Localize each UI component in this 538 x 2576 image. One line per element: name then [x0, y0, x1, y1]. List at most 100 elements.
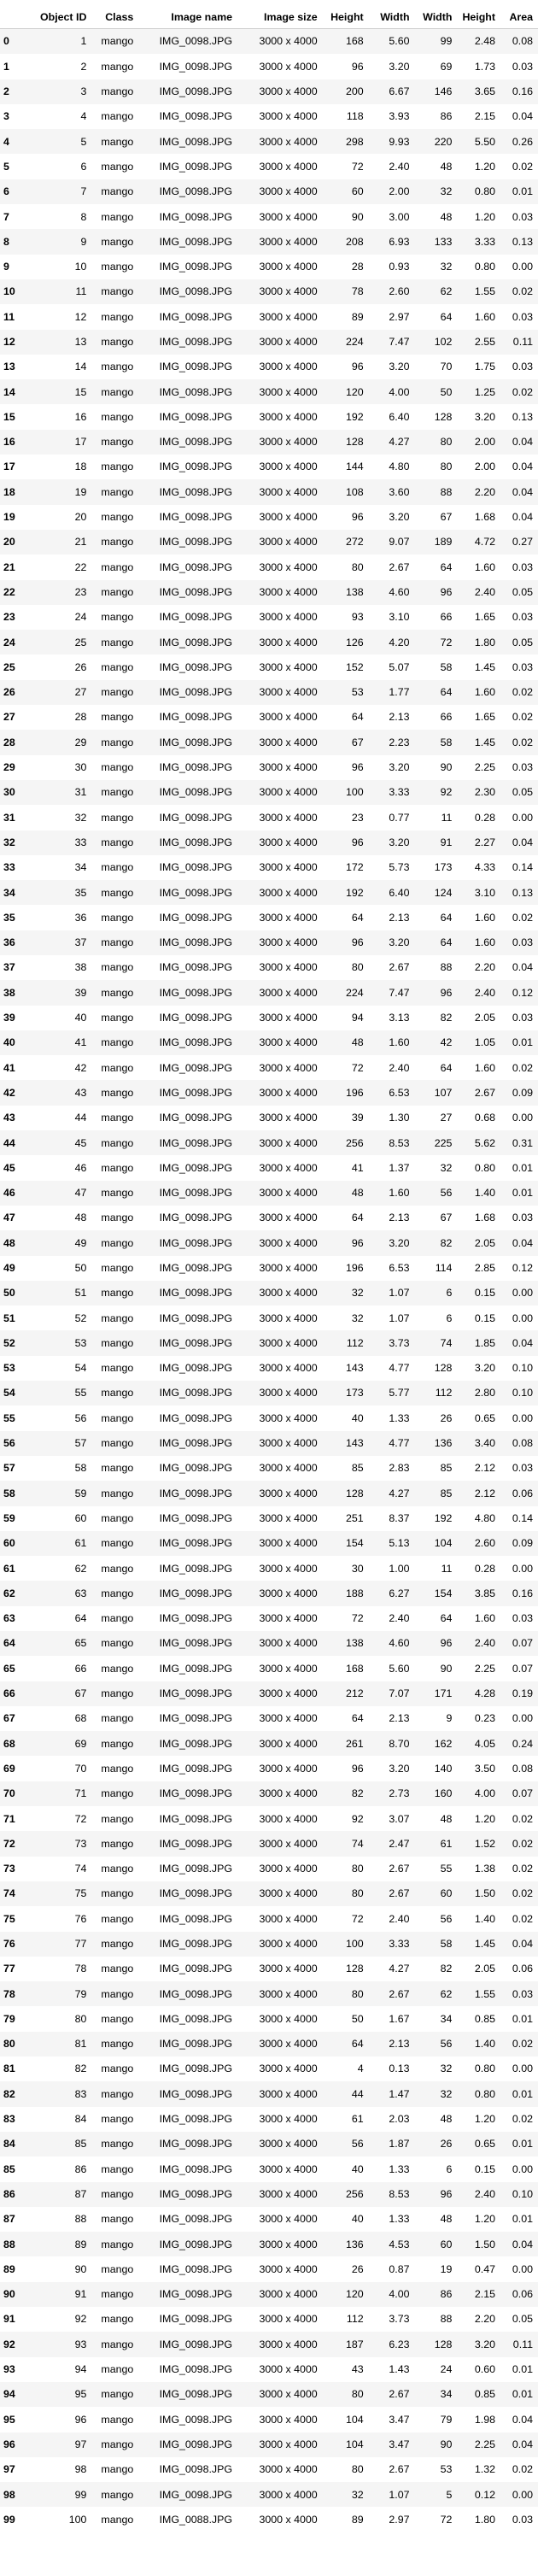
height-value-cell: 8.53: [389, 1136, 410, 1149]
area-cell: 0.03: [512, 2513, 533, 2526]
area-cell: 0.04: [512, 1236, 533, 1249]
width-value-cell: 1.20: [474, 2113, 495, 2126]
image-size-cell: 3000 x 4000: [259, 1987, 318, 2000]
image-size-cell: 3000 x 4000: [259, 2513, 318, 2526]
image-name-cell: IMG_0098.JPG: [159, 1612, 233, 1625]
table-row: 85 86 mango IMG_0098.JPG 3000 x 4000 40 1.33 6 0…: [0, 2156, 538, 2181]
width-value-cell: 1.52: [474, 1837, 495, 1850]
height-px-cell: 89: [351, 2513, 364, 2526]
class-cell: mango: [101, 1362, 134, 1375]
height-px-cell: 100: [345, 786, 364, 799]
height-value-cell: 4.80: [389, 461, 410, 473]
table-row: 39 40 mango IMG_0098.JPG 3000 x 4000 94 3.13 82…: [0, 1006, 538, 1030]
table-row: 99 100 mango IMG_0088.JPG 3000 x 4000 89 2.97 7…: [0, 2507, 538, 2532]
image-size-cell: 3000 x 4000: [259, 1287, 318, 1300]
width-px-cell: 62: [440, 285, 453, 298]
table-row: 90 91 mango IMG_0098.JPG 3000 x 4000 120 4.00 8…: [0, 2281, 538, 2308]
height-px-cell: 44: [351, 2087, 364, 2100]
class-cell: mango: [101, 261, 134, 273]
table-row: 92 93 mango IMG_0098.JPG 3000 x 4000 187 6.23 1…: [0, 2332, 538, 2357]
table-row: 27 28 mango IMG_0098.JPG 3000 x 4000 64 2.13 66…: [0, 705, 538, 730]
image-name-cell: IMG_0098.JPG: [159, 1887, 233, 1900]
class-cell: mango: [101, 2488, 134, 2501]
width-px-cell: 96: [440, 986, 453, 999]
object-id-cell: 5: [80, 135, 87, 148]
table-row: 56 57 mango IMG_0098.JPG 3000 x 4000 143 4.77 1…: [0, 1430, 538, 1456]
class-cell: mango: [101, 1161, 134, 1174]
table-row: 51 52 mango IMG_0098.JPG 3000 x 4000 32 1.07 6 0…: [0, 1306, 538, 1330]
table-row: 33 34 mango IMG_0098.JPG 3000 x 4000 172 5.73 1…: [0, 855, 538, 880]
class-cell: mango: [101, 2187, 134, 2200]
object-id-cell: 51: [74, 1287, 87, 1300]
width-value-cell: 2.00: [474, 436, 495, 449]
index-cell: 90: [3, 2288, 15, 2301]
class-cell: mango: [101, 1112, 134, 1124]
width-px-cell: 114: [435, 1261, 453, 1274]
object-id-cell: 60: [74, 1511, 87, 1524]
object-id-cell: 96: [74, 2413, 87, 2426]
height-value-cell: 6.27: [389, 1587, 410, 1599]
width-px-cell: 104: [434, 1537, 453, 1550]
table-row: 18 19 mango IMG_0098.JPG 3000 x 4000 108 3.60 8…: [0, 479, 538, 505]
image-size-cell: 3000 x 4000: [259, 285, 318, 298]
height-value-cell: 1.60: [389, 1036, 410, 1049]
image-size-cell: 3000 x 4000: [259, 336, 318, 348]
class-cell: mango: [101, 1136, 134, 1149]
area-cell: 0.02: [512, 1837, 533, 1850]
image-name-cell: IMG_0098.JPG: [159, 2138, 233, 2151]
table-row: 44 45 mango IMG_0098.JPG 3000 x 4000 256 8.53 2…: [0, 1130, 538, 1156]
object-id-cell: 63: [74, 1587, 87, 1599]
height-value-cell: 2.67: [389, 2463, 410, 2476]
image-name-cell: IMG_0098.JPG: [159, 1963, 233, 1975]
height-px-cell: 32: [351, 2488, 364, 2501]
table-row: 97 98 mango IMG_0098.JPG 3000 x 4000 80 2.67 53…: [0, 2457, 538, 2482]
width-value-cell: 1.68: [474, 511, 495, 524]
image-name-cell: IMG_0098.JPG: [159, 861, 233, 874]
class-cell: mango: [101, 1036, 134, 1049]
table-row: 73 74 mango IMG_0098.JPG 3000 x 4000 80 2.67 55…: [0, 1857, 538, 1881]
width-value-cell: 2.30: [474, 786, 495, 799]
width-value-cell: 0.68: [474, 1112, 495, 1124]
image-size-cell: 3000 x 4000: [259, 1086, 318, 1099]
object-id-cell: 38: [74, 961, 87, 974]
object-id-cell: 43: [74, 1086, 87, 1099]
class-cell: mango: [101, 560, 134, 573]
area-cell: 0.08: [512, 35, 533, 48]
header-image-name: Image name: [138, 0, 238, 29]
class-cell: mango: [101, 135, 134, 148]
width-px-cell: 82: [440, 1012, 453, 1024]
height-value-cell: 4.77: [389, 1362, 410, 1375]
object-id-cell: 80: [74, 2012, 87, 2025]
table-row: 55 56 mango IMG_0098.JPG 3000 x 4000 40 1.33 26…: [0, 1405, 538, 1430]
index-cell: 17: [3, 461, 15, 473]
class-cell: mango: [101, 60, 134, 73]
index-cell: 26: [3, 686, 15, 699]
width-value-cell: 1.55: [474, 285, 495, 298]
image-size-cell: 3000 x 4000: [259, 1437, 318, 1450]
area-cell: 0.00: [512, 2488, 533, 2501]
height-px-cell: 118: [346, 110, 364, 123]
table-row: 67 68 mango IMG_0098.JPG 3000 x 4000 64 2.13 9 0…: [0, 1706, 538, 1731]
area-cell: 0.02: [512, 2113, 533, 2126]
object-id-cell: 54: [74, 1362, 87, 1375]
index-cell: 95: [3, 2413, 15, 2426]
class-cell: mango: [101, 2363, 134, 2376]
width-px-cell: 66: [440, 611, 453, 624]
width-value-cell: 0.65: [474, 1411, 495, 1424]
image-size-cell: 3000 x 4000: [259, 1462, 318, 1475]
height-px-cell: 96: [351, 1236, 364, 1249]
image-name-cell: IMG_0098.JPG: [159, 911, 233, 924]
width-value-cell: 1.20: [474, 160, 495, 173]
width-value-cell: 1.40: [474, 1912, 495, 1925]
index-cell: 33: [3, 861, 15, 874]
image-name-cell: IMG_0098.JPG: [159, 410, 233, 423]
area-cell: 0.11: [512, 336, 533, 348]
object-id-cell: 71: [74, 1787, 87, 1800]
image-size-cell: 3000 x 4000: [259, 911, 318, 924]
index-cell: 20: [3, 536, 15, 549]
area-cell: 0.01: [512, 2213, 533, 2226]
class-cell: mango: [101, 410, 134, 423]
table-row: 52 53 mango IMG_0098.JPG 3000 x 4000 112 3.73 7…: [0, 1330, 538, 1356]
width-value-cell: 1.80: [474, 636, 495, 648]
image-size-cell: 3000 x 4000: [259, 261, 318, 273]
